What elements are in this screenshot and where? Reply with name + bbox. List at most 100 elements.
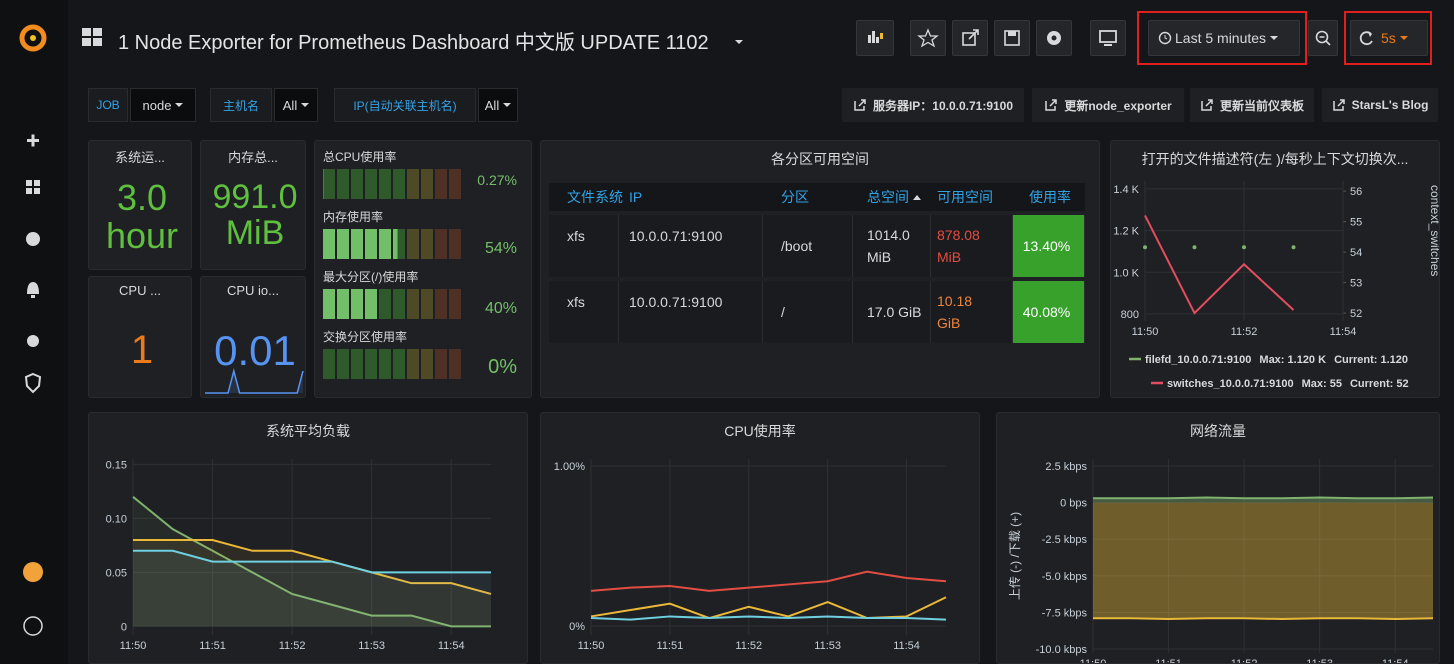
sort-arrow — [913, 195, 921, 200]
table-cell: 40.08% — [1013, 281, 1085, 343]
add-panel-button[interactable] — [856, 20, 894, 56]
gauge-segment — [323, 169, 335, 199]
panel-title: 打开的文件描述符(左 )/每秒上下文切换次... — [1141, 151, 1409, 167]
x-tick-label: 11:53 — [1306, 658, 1333, 664]
share-button[interactable] — [952, 20, 988, 56]
legend-entry: filefd_10.0.0.71:9100 Max: 1.120 K Current… — [1145, 354, 1408, 366]
table-cell: xfs — [549, 215, 619, 277]
y-tick-label: 0 — [121, 621, 127, 633]
logo[interactable] — [19, 24, 47, 52]
gauge-segment-lit — [365, 289, 377, 319]
x-tick-label: 11:52 — [1231, 658, 1258, 664]
dashboard-link[interactable]: 服务器IP：10.0.0.71:9100 — [842, 88, 1024, 122]
nav-icons[interactable] — [23, 134, 43, 636]
table-cell: / — [763, 281, 853, 343]
variable-value: All — [282, 97, 298, 113]
x-tick-label: 11:50 — [578, 640, 605, 652]
dashboard-link[interactable]: 更新node_exporter — [1032, 88, 1184, 122]
gauge-segment — [449, 169, 461, 199]
table-cell: /boot — [763, 215, 853, 277]
link-icon-shape — [1332, 99, 1345, 111]
panel-title: 各分区可用空间 — [771, 151, 869, 167]
x-tick-label: 11:51 — [657, 640, 684, 652]
cell-text: 10.0.0.71:9100 — [629, 228, 723, 244]
caret — [503, 103, 512, 107]
sidebar-bg — [0, 0, 68, 664]
gauge-panel: 总CPU使用率 0.27% 内存使用率 54% 最大分区(/)使用率 40% 交换分区使用率… — [314, 140, 532, 398]
tv-mode-button[interactable] — [1090, 20, 1126, 56]
gauge-segment-lit — [393, 229, 398, 259]
gauge-segment — [407, 229, 419, 259]
link-icon — [854, 99, 866, 111]
y-tick-label: 0.05 — [106, 567, 127, 579]
table-cell: 17.0 GiB — [853, 281, 931, 343]
variable-select[interactable]: All — [274, 88, 318, 122]
star-button[interactable] — [910, 20, 946, 56]
variable-label: IP(自动关联主机名) — [334, 88, 476, 122]
x-tick-label: 11:53 — [814, 640, 841, 652]
chart-panel: 800 1.0 K 1.2 K 1.4 K 52 53 54 55 56 11:50 11:52 11… — [1110, 140, 1440, 398]
cell-text: 13.40% — [1022, 238, 1071, 254]
variable-label: JOB — [88, 88, 128, 122]
table-cell: 1014.0 MiB — [853, 215, 931, 277]
x-tick-label: 11:50 — [1132, 326, 1159, 338]
dashboard-link[interactable]: StarsL's Blog — [1322, 88, 1438, 122]
x-tick-label: 11:50 — [1080, 658, 1107, 664]
y-tick-label: 1.00% — [554, 461, 585, 473]
zoom-out-button[interactable] — [1308, 20, 1338, 56]
x-tick-label: 11:53 — [358, 640, 385, 652]
gauge-segment-lit — [323, 289, 335, 319]
sort-arrow-shape — [913, 195, 921, 200]
gauge-segment-lit — [365, 229, 377, 259]
column-header[interactable]: 可用空间 — [931, 183, 1013, 211]
gauge-value: 40% — [485, 300, 517, 317]
dashboard-title[interactable]: 1 Node Exporter for Prometheus Dashboard… — [118, 32, 709, 54]
link-icon — [1332, 99, 1345, 111]
y-tick-label: 1.2 K — [1113, 226, 1139, 238]
column-header[interactable]: 总空间 — [853, 183, 931, 211]
x-tick-label: 11:54 — [893, 640, 920, 652]
link-icon-shape — [854, 99, 866, 111]
time-picker[interactable]: Last 5 minutes — [1148, 20, 1300, 56]
stat-title: 内存总... — [228, 150, 278, 165]
y-tick-label: -7.5 kbps — [1042, 607, 1088, 619]
data-point — [1192, 245, 1197, 250]
gauge-segment — [323, 349, 335, 379]
gauge-lit — [323, 169, 324, 199]
link-text: 更新当前仪表板 — [1219, 98, 1304, 113]
refresh-picker[interactable]: 5s — [1350, 20, 1428, 56]
column-title: 分区 — [781, 189, 809, 205]
variable-select[interactable]: All — [478, 88, 518, 122]
dashboard-link[interactable]: 更新当前仪表板 — [1190, 88, 1314, 122]
gauge-segment — [435, 349, 447, 379]
settings-button[interactable] — [1036, 20, 1072, 56]
sidebar — [0, 0, 68, 664]
variable-select[interactable]: node — [130, 88, 196, 122]
gauge-segment — [449, 289, 461, 319]
legend-current: Current: 1.120 — [1334, 354, 1408, 366]
panel-title: 网络流量 — [1190, 423, 1246, 439]
variable-value: node — [142, 97, 172, 113]
column-header[interactable]: 使用率 — [1013, 183, 1085, 211]
gauge-segment — [421, 169, 433, 199]
caret — [301, 103, 310, 107]
column-header[interactable]: 分区 — [763, 183, 853, 211]
gauge-segment-lit — [337, 229, 349, 259]
gauge-segment — [407, 289, 419, 319]
gauge-value: 54% — [485, 240, 517, 257]
save-button[interactable] — [994, 20, 1030, 56]
cell-text: / — [781, 304, 785, 320]
column-header[interactable]: IP — [619, 183, 763, 211]
legend-current: Current: 52 — [1350, 378, 1409, 390]
gauge-segment — [449, 349, 461, 379]
gauge-segment — [421, 349, 433, 379]
panel-title: CPU使用率 — [724, 423, 796, 439]
series-line — [133, 549, 491, 574]
legend-name: filefd_10.0.0.71:9100 — [1145, 354, 1251, 366]
gauge-segment-lit — [379, 229, 391, 259]
x-tick-label: 11:50 — [120, 640, 147, 652]
series-line — [1144, 215, 1295, 315]
column-title: 可用空间 — [937, 189, 993, 205]
column-header[interactable]: 文件系统 — [549, 183, 623, 211]
chart: 0 0.05 0.10 0.15 11:50 11:51 11:52 11:53 11:54 — [106, 459, 492, 652]
